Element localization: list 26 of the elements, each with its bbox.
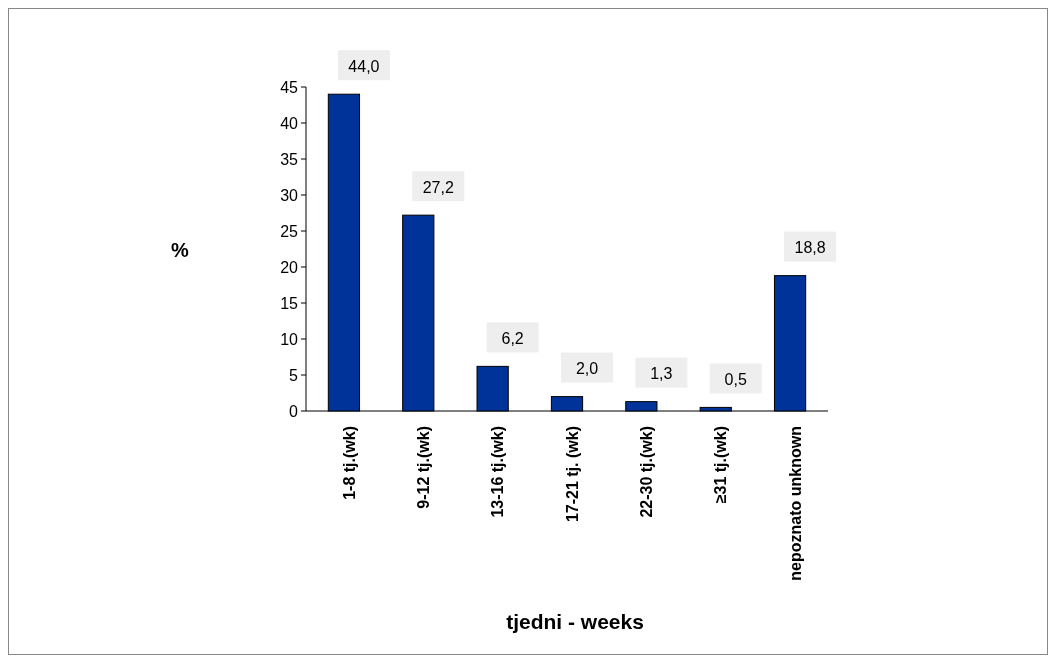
y-tick-label: 40 <box>280 114 299 132</box>
data-label: 27,2 <box>422 178 454 196</box>
y-tick-label: 45 <box>280 78 299 96</box>
x-tick-label: ≥31 tj.(wk) <box>712 426 730 504</box>
data-label: 0,5 <box>724 371 747 388</box>
x-tick-label: nepoznato unknown <box>786 426 804 581</box>
y-tick-label: 0 <box>289 402 299 420</box>
x-tick-label: 1-8 tj.(wk) <box>340 426 358 500</box>
y-tick-label: 20 <box>280 258 299 276</box>
x-axis-title: tjedni - weeks <box>506 610 644 633</box>
y-tick-label: 25 <box>280 222 299 240</box>
y-axis-title: % <box>171 239 190 261</box>
x-tick-label: 17-21 tj. (wk) <box>563 426 581 523</box>
data-label: 1,3 <box>650 365 673 383</box>
data-label: 2,0 <box>575 360 599 378</box>
data-label: 18,8 <box>794 239 826 257</box>
y-tick-label: 5 <box>289 366 299 384</box>
y-tick-label: 35 <box>280 150 299 168</box>
y-tick-label: 30 <box>280 186 299 204</box>
y-tick-label: 10 <box>280 330 299 348</box>
x-tick-label: 13-16 tj.(wk) <box>489 426 507 518</box>
x-tick-label: 22-30 tj.(wk) <box>637 426 655 518</box>
x-tick-label: 9-12 tj.(wk) <box>414 426 432 509</box>
y-tick-label: 15 <box>280 294 299 312</box>
data-label: 6,2 <box>501 329 524 347</box>
data-label: 44,0 <box>348 57 380 75</box>
